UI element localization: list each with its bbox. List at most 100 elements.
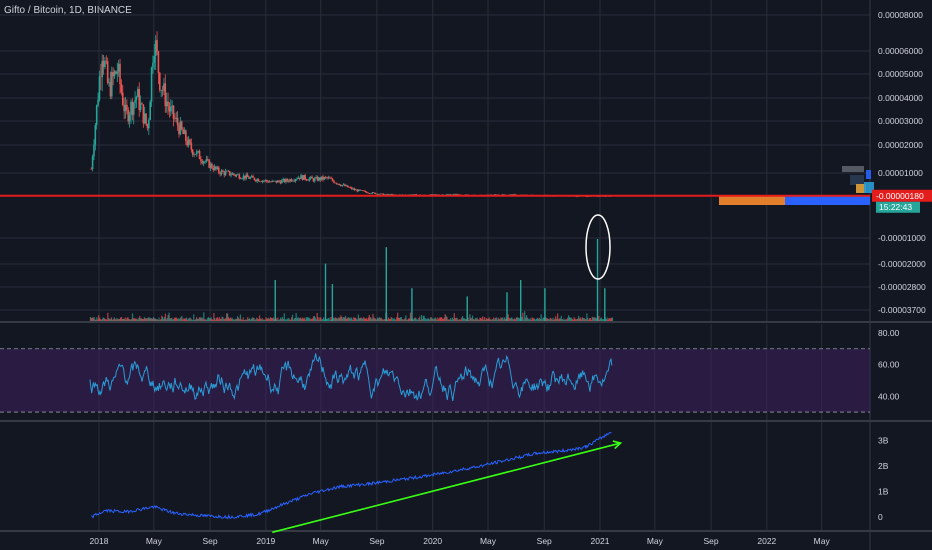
volume-bar	[111, 319, 113, 321]
volume-bar	[553, 319, 555, 321]
volume-bar	[188, 318, 190, 321]
volume-bar	[470, 317, 472, 321]
volume-bar	[546, 318, 549, 321]
volume-bar	[453, 313, 455, 321]
volume-bar	[444, 314, 446, 321]
price-candle	[149, 101, 151, 121]
volume-bar	[432, 319, 434, 321]
price-candle	[204, 161, 206, 163]
price-candle	[392, 194, 394, 195]
volume-bar	[342, 318, 344, 321]
volume-bar	[419, 319, 422, 321]
volume-bar	[608, 318, 610, 321]
volume-bar	[173, 318, 175, 321]
price-candle	[127, 109, 130, 122]
volume-bar	[568, 315, 570, 321]
volume-bar	[581, 317, 583, 321]
volume-peak-bar	[331, 284, 334, 321]
volume-bar	[225, 318, 227, 321]
volume-bar	[416, 319, 418, 321]
volume-bar	[217, 319, 220, 321]
volume-bar	[302, 318, 305, 321]
volume-bar	[454, 318, 456, 321]
obv-tick-label: 0	[878, 512, 883, 522]
volume-bar	[321, 319, 323, 321]
time-tick-label: May	[146, 536, 163, 546]
volume-bar	[367, 317, 369, 321]
price-candle	[342, 184, 345, 186]
price-candle	[194, 154, 197, 155]
volume-bar	[464, 319, 466, 321]
volume-bar	[486, 318, 488, 321]
volume-bar	[593, 317, 595, 321]
price-candle	[119, 63, 121, 85]
volume-bar	[286, 318, 288, 321]
volume-bar	[524, 311, 526, 321]
obv-line	[90, 431, 612, 520]
volume-bar	[189, 317, 191, 321]
price-candle	[157, 51, 160, 73]
volume-bar	[122, 318, 124, 321]
price-candle	[304, 175, 306, 180]
volume-bar	[212, 319, 214, 321]
price-candle	[101, 60, 103, 77]
volume-bar	[292, 319, 295, 321]
volume-bar	[462, 318, 465, 321]
volume-bar	[202, 318, 204, 321]
price-candle	[226, 170, 228, 172]
volume-bar	[281, 317, 284, 321]
volume-bar	[183, 318, 185, 321]
price-candle	[315, 176, 317, 179]
volume-bar	[446, 317, 448, 321]
volume-bar	[609, 318, 611, 321]
volume-bar	[401, 319, 403, 321]
volume-bar	[137, 319, 139, 321]
price-candle	[326, 177, 328, 178]
volume-bar	[255, 319, 257, 321]
price-candle	[233, 173, 235, 175]
price-candle	[154, 40, 157, 57]
price-candle	[448, 194, 450, 195]
price-tick-label: 0.00006000	[878, 46, 923, 56]
price-candle	[153, 56, 156, 63]
volume-bar	[376, 317, 379, 321]
volume-bar	[521, 317, 523, 321]
volume-bar	[165, 319, 167, 321]
volume-bar	[477, 319, 479, 321]
price-tick-label: 0.00008000	[878, 10, 923, 20]
volume-bar	[169, 318, 171, 321]
time-tick-label: 2019	[256, 536, 275, 546]
volume-bar	[413, 318, 415, 321]
volume-bar	[226, 313, 228, 321]
volume-bar	[199, 317, 201, 321]
price-candle	[357, 189, 360, 192]
price-candle	[252, 175, 254, 178]
volume-bar	[238, 319, 241, 321]
volume-bar	[129, 319, 131, 321]
price-candle	[374, 192, 376, 194]
volume-bar	[151, 318, 153, 321]
volume-bar	[161, 315, 163, 321]
volume-bar	[404, 318, 406, 321]
volume-bar	[123, 318, 125, 321]
volume-bar	[499, 319, 501, 321]
price-candle	[121, 92, 124, 105]
volume-bar	[173, 317, 176, 321]
volume-bar	[439, 317, 441, 321]
volume-bar	[535, 319, 537, 321]
price-candle	[172, 105, 175, 119]
volume-bar	[465, 319, 467, 321]
volume-bar	[463, 318, 465, 321]
volume-bar	[488, 317, 490, 321]
volume-bar	[344, 315, 347, 321]
volume-peak-bar	[411, 288, 413, 321]
volume-bar	[364, 318, 366, 321]
volume-bar	[237, 316, 239, 321]
volume-bar	[204, 319, 206, 321]
volume-bar	[337, 317, 339, 321]
price-candle	[278, 180, 280, 182]
volume-bar	[297, 317, 299, 321]
volume-bar	[475, 318, 477, 321]
volume-bar	[171, 317, 173, 321]
